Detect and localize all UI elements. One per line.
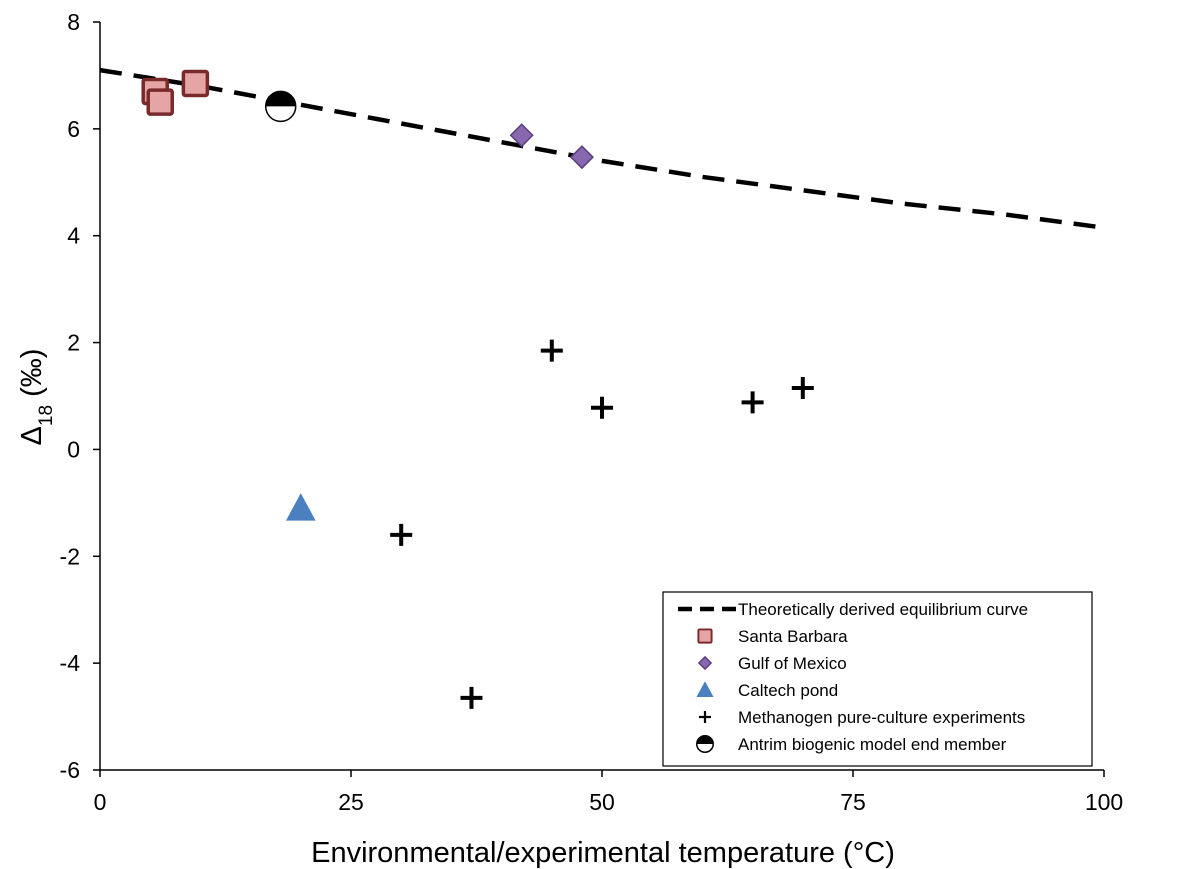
data-point-diamond [509,123,534,148]
x-tick-label: 100 [1085,789,1123,815]
legend-label: Santa Barbara [738,627,848,646]
axes: 8 6 4 2 0 -2 -4 -6 0 25 50 75 100 [60,9,1124,815]
legend-label: Caltech pond [738,681,838,700]
data-point-plus [791,376,814,399]
legend-swatch-diamond [697,655,713,671]
data-point-plus [390,523,413,546]
half-circle-top [265,91,296,107]
legend-swatch-triangle [696,681,714,698]
legend: Theoretically derived equilibrium curve S… [662,591,1093,767]
y-axis-title-unit: (‰) [16,349,48,405]
y-tick-label: 2 [67,330,80,356]
y-axis-title-subscript: 18 [36,405,57,426]
y-tick-label: -6 [60,757,80,783]
legend-swatch-half-circle [696,735,714,753]
y-axis-title-main: Δ [16,426,48,445]
y-tick-label: 8 [67,9,80,35]
legend-label: Gulf of Mexico [738,654,847,673]
x-tick-label: 25 [338,789,364,815]
data-point-square [181,69,210,98]
equilibrium-curve-line [99,67,1105,230]
half-circle-top [696,735,714,744]
data-point-diamond [569,145,594,170]
data-point-triangle [285,493,316,521]
y-tick-label: 4 [67,223,80,249]
data-point-square [146,88,174,116]
y-tick-label: -2 [60,543,80,569]
data-point-half-circle [264,90,297,123]
legend-label: Antrim biogenic model end member [738,735,1007,754]
x-axis-title: Environmental/experimental temperature (… [311,837,895,869]
x-tick-label: 75 [840,789,866,815]
data-point-plus [591,396,613,419]
data-point-plus [460,686,483,709]
y-tick-label: 0 [67,436,80,462]
legend-box [662,591,1093,767]
legend-swatch-plus [698,710,712,724]
legend-swatch-square [697,628,713,644]
data-point-plus [540,339,563,362]
legend-label: Theoretically derived equilibrium curve [738,600,1028,619]
y-tick-label: 6 [67,116,80,142]
data-point-plus [741,391,764,414]
legend-label: Methanogen pure-culture experiments [738,708,1025,727]
x-tick-label: 0 [94,789,107,815]
x-tick-label: 50 [589,789,615,815]
y-axis-title: Δ18 (‰) [16,349,57,446]
plot-area [99,67,1105,709]
y-tick-label: -4 [60,650,81,676]
